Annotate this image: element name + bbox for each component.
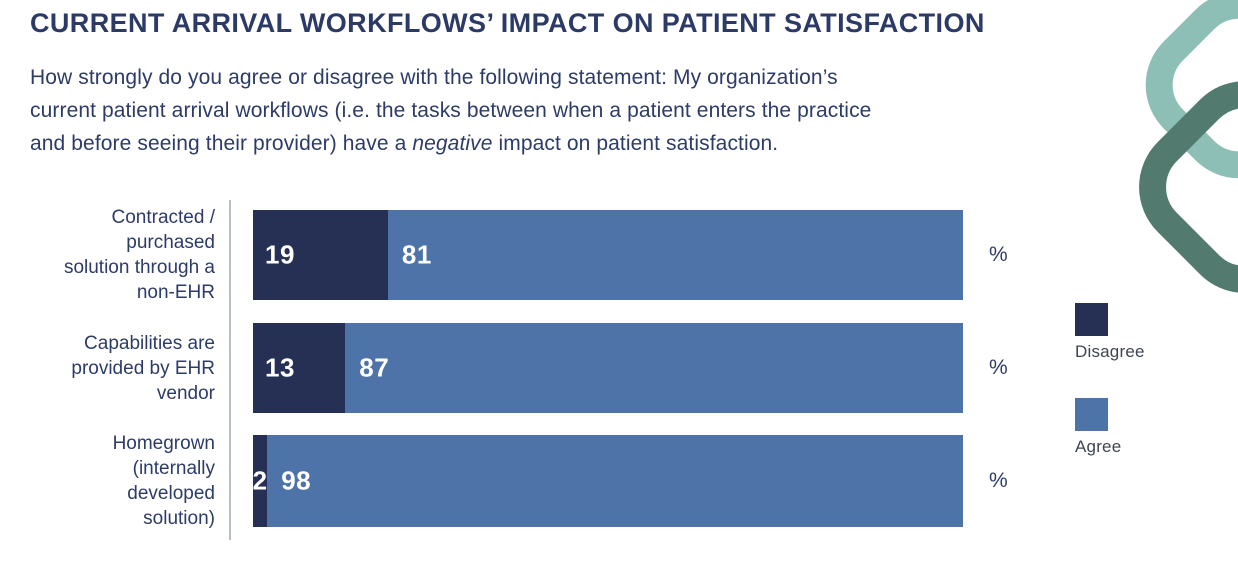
category-label-non-ehr: Contracted / purchased solution through … <box>30 205 215 305</box>
category-label-line: vendor <box>156 382 215 404</box>
percent-symbol: % <box>989 356 1008 379</box>
legend-item-agree: Agree <box>1075 398 1145 457</box>
survey-question-line-3-post: impact on patient satisfaction. <box>492 132 779 155</box>
page-title: CURRENT ARRIVAL WORKFLOWS’ IMPACT ON PAT… <box>30 8 985 38</box>
category-label-line: solution) <box>143 508 215 529</box>
chart-baseline <box>229 200 231 540</box>
legend-swatch-agree <box>1075 398 1108 431</box>
chart-row-homegrown: Homegrown (internally developed solution… <box>30 433 1008 529</box>
category-label-line: non-EHR <box>136 282 215 303</box>
bar-segment-disagree: 2 <box>252 435 268 527</box>
bar-segment-disagree: 13 <box>253 323 346 413</box>
category-label-line: provided by EHR <box>71 357 215 379</box>
percent-symbol: % <box>989 469 1008 492</box>
category-label-line: purchased <box>126 232 215 253</box>
category-label-line: solution through a <box>63 257 215 278</box>
survey-question-line-2: current patient arrival workflows (i.e. … <box>30 99 872 122</box>
survey-question-line-3-pre: and before seeing their provider) have a <box>30 132 413 155</box>
bar-value-disagree: 19 <box>265 239 295 270</box>
bar-segment-disagree: 19 <box>253 210 388 300</box>
percent-symbol: % <box>989 243 1008 266</box>
stacked-bar-ehr-vendor: 13 87 <box>253 323 963 413</box>
survey-question-emphasis: negative <box>412 132 493 155</box>
bar-segment-agree: 81 <box>387 210 963 300</box>
bar-value-agree: 87 <box>359 352 390 383</box>
bar-segment-agree: 98 <box>267 435 963 527</box>
category-label-ehr-vendor: Capabilities are provided by EHR vendor <box>30 331 215 406</box>
brand-ribbon-graphic <box>1139 0 1238 293</box>
stacked-bar-homegrown: 2 98 <box>253 435 963 527</box>
legend-label-disagree: Disagree <box>1075 342 1145 361</box>
legend-item-disagree: Disagree <box>1075 303 1145 362</box>
chart-row-ehr-vendor: Capabilities are provided by EHR vendor … <box>30 323 1008 413</box>
bar-value-disagree: 2 <box>252 465 268 496</box>
chart-legend: Disagree Agree <box>1075 303 1145 457</box>
category-label-line: Homegrown <box>112 433 215 454</box>
chart-row-non-ehr: Contracted / purchased solution through … <box>30 207 1008 303</box>
survey-question-line-3: and before seeing their provider) have a… <box>30 127 871 160</box>
stacked-bar-non-ehr: 19 81 <box>253 210 963 300</box>
category-label-line: Contracted / <box>111 207 216 228</box>
survey-question: How strongly do you agree or disagree wi… <box>30 61 871 160</box>
bar-value-agree: 98 <box>281 465 312 496</box>
category-label-line: developed <box>127 483 215 504</box>
legend-swatch-disagree <box>1075 303 1108 336</box>
category-label-homegrown: Homegrown (internally developed solution… <box>30 431 215 531</box>
bar-segment-agree: 87 <box>345 323 963 413</box>
category-label-line: (internally <box>132 458 215 479</box>
bar-value-agree: 81 <box>401 239 432 270</box>
legend-label-agree: Agree <box>1075 437 1122 456</box>
ribbon-dark-shape <box>1139 81 1238 293</box>
ribbon-light-shape <box>1145 0 1238 179</box>
category-label-line: Capabilities are <box>84 332 215 354</box>
bar-value-disagree: 13 <box>265 352 295 383</box>
survey-question-line-1: How strongly do you agree or disagree wi… <box>30 66 838 89</box>
